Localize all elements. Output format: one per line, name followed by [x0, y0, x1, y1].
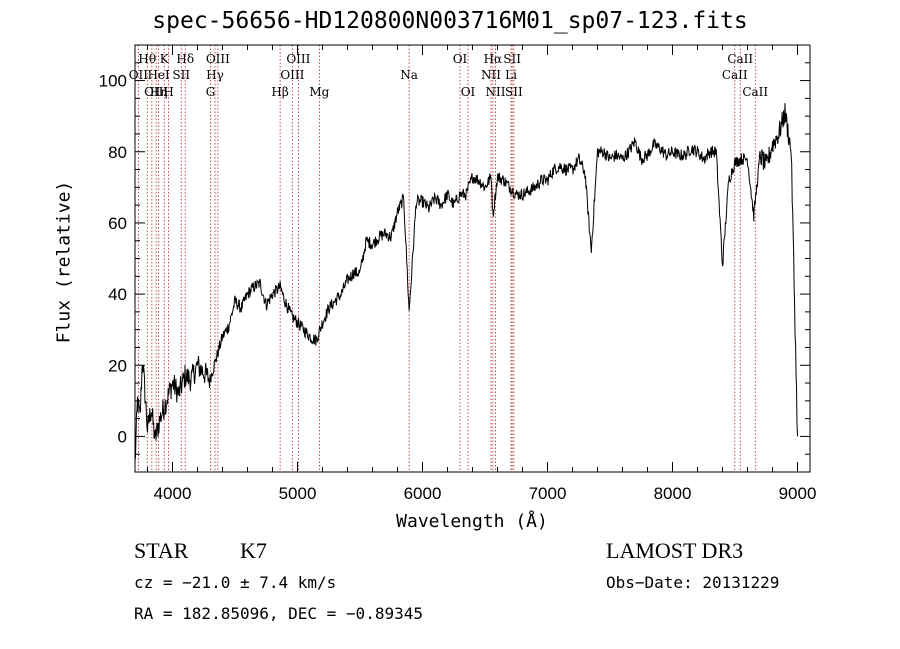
- line-label: Hγ: [206, 68, 224, 82]
- line-label: H: [163, 85, 173, 99]
- x-tick-label: 5000: [279, 484, 317, 503]
- plot-frame: [134, 44, 811, 473]
- line-label: K: [160, 52, 170, 66]
- line-label: CaII: [742, 85, 768, 99]
- spectral-subclass: K7: [240, 538, 267, 563]
- y-tick-label: 80: [108, 143, 127, 162]
- line-label: OI: [453, 52, 468, 66]
- line-label: Na: [400, 68, 418, 82]
- line-label: OII: [129, 68, 149, 82]
- line-label: OIII: [280, 68, 304, 82]
- line-label: OI: [461, 85, 476, 99]
- line-label: Hδ: [176, 52, 194, 66]
- line-label: CaII: [727, 52, 753, 66]
- y-tick-label: 40: [108, 285, 127, 304]
- line-label: G: [206, 85, 216, 99]
- y-axis-label: Flux (relative): [53, 180, 75, 344]
- line-label: SII: [172, 68, 190, 82]
- line-label: Li: [505, 68, 517, 82]
- sky-coordinates: RA = 182.85096, DEC = −0.89345: [134, 604, 423, 623]
- x-tick-label: 6000: [404, 484, 442, 503]
- y-tick-label: 20: [108, 356, 127, 375]
- y-tick-label: 100: [99, 72, 127, 91]
- line-label: SII: [505, 85, 523, 99]
- x-axis-label: Wavelength (Å): [396, 511, 548, 532]
- survey-name: LAMOST DR3: [606, 538, 744, 563]
- line-label: OIII: [286, 52, 310, 66]
- chart-title: spec-56656-HD120800N003716M01_sp07-123.f…: [152, 8, 748, 34]
- line-label: Mg: [309, 85, 329, 99]
- line-label: OIII: [144, 85, 168, 99]
- x-tick-label: 4000: [154, 484, 192, 503]
- line-label: Hη: [150, 85, 168, 99]
- y-tick-label: 0: [118, 427, 127, 446]
- redshift-velocity: cz = −21.0 ± 7.4 km/s: [134, 573, 337, 592]
- line-label: NII: [486, 85, 506, 99]
- line-label: OIII: [206, 52, 230, 66]
- x-tick-label: 7000: [529, 484, 567, 503]
- x-tick-label: 8000: [654, 484, 692, 503]
- line-label: CaII: [722, 68, 748, 82]
- object-class: STAR: [134, 538, 189, 563]
- line-label: HeI: [147, 68, 170, 82]
- line-label: Hα: [484, 52, 503, 66]
- line-label: Hβ: [271, 85, 288, 99]
- observation-date: Obs−Date: 20131229: [606, 573, 780, 592]
- line-label: NII: [481, 68, 501, 82]
- x-tick-label: 9000: [779, 484, 817, 503]
- spectrum-line: [134, 103, 798, 462]
- line-label: Hθ: [138, 52, 156, 66]
- line-label: SII: [503, 52, 521, 66]
- y-tick-label: 60: [108, 214, 127, 233]
